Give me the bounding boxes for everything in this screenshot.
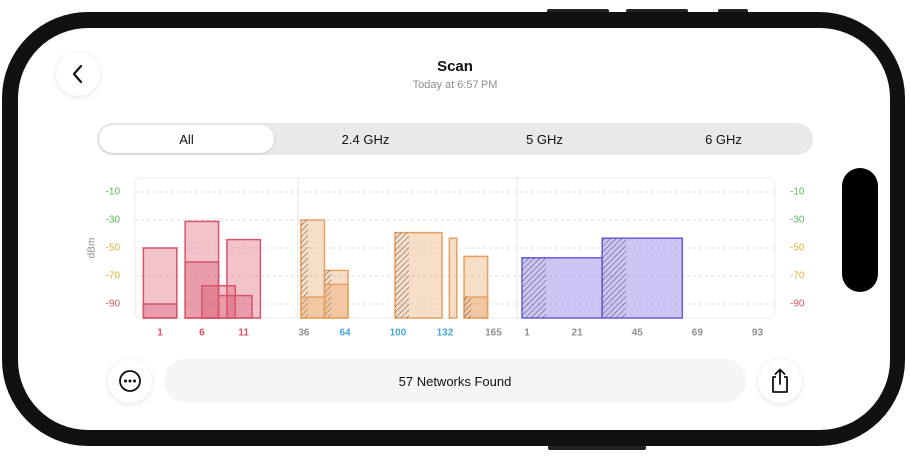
network-hatch xyxy=(324,270,332,318)
x-tick-label: 11 xyxy=(238,328,249,339)
side-button xyxy=(626,9,688,14)
side-button xyxy=(718,9,748,14)
network-hatch xyxy=(300,220,308,318)
back-icon xyxy=(72,64,83,84)
x-tick-label: 1 xyxy=(524,328,530,339)
x-tick-label: 93 xyxy=(752,328,764,339)
tab[interactable]: 5 GHz xyxy=(526,131,563,147)
x-tick-label: 36 xyxy=(298,328,310,339)
x-tick-label: 45 xyxy=(632,328,644,339)
side-button xyxy=(547,9,609,14)
network-bar xyxy=(323,283,349,319)
more-icon xyxy=(119,370,141,392)
network-bar xyxy=(142,303,178,319)
y-tick-label: -10 xyxy=(106,187,121,198)
share-button[interactable] xyxy=(758,359,802,403)
y-tick-label: -30 xyxy=(106,215,121,226)
share-icon xyxy=(772,368,788,393)
subtitle: Today at 6:57 PM xyxy=(412,79,498,91)
x-tick-label: 69 xyxy=(692,328,704,339)
y-tick-label: -70 xyxy=(106,271,121,282)
status-pill: 57 Networks Found xyxy=(164,359,746,403)
y-tick-label: -90 xyxy=(790,299,805,310)
tab-bar: All 2.4 GHz 5 GHz 6 GHz xyxy=(97,123,813,155)
y-axis-label: dBm xyxy=(87,238,98,259)
y-tick-label: -50 xyxy=(790,243,805,254)
dynamic-island xyxy=(842,168,878,292)
x-tick-label: 132 xyxy=(437,328,454,339)
y-tick-label: -50 xyxy=(106,243,121,254)
x-tick-label: 6 xyxy=(199,328,205,339)
network-bar xyxy=(226,238,262,319)
tab[interactable]: 2.4 GHz xyxy=(341,131,390,147)
y-tick-label: -30 xyxy=(790,215,805,226)
x-tick-label: 165 xyxy=(485,328,502,339)
network-bar xyxy=(448,237,458,319)
tab[interactable]: 6 GHz xyxy=(705,131,742,147)
title: Scan xyxy=(437,58,473,75)
back-button[interactable] xyxy=(56,52,100,96)
x-tick-label: 100 xyxy=(390,328,407,339)
status-text: 57 Networks Found xyxy=(398,373,512,389)
y-tick-label: -10 xyxy=(790,187,805,198)
side-button xyxy=(548,445,646,450)
network-hatch xyxy=(602,238,627,318)
tab[interactable]: All xyxy=(99,125,274,153)
y-tick-label: -70 xyxy=(790,271,805,282)
x-tick-label: 64 xyxy=(339,328,351,339)
network-hatch xyxy=(395,232,410,318)
network-hatch xyxy=(464,297,472,318)
x-tick-label: 1 xyxy=(157,328,163,339)
y-tick-label: -90 xyxy=(106,299,121,310)
more-button[interactable] xyxy=(108,359,152,403)
network-hatch xyxy=(522,257,547,318)
network-bar xyxy=(300,296,326,319)
x-tick-label: 21 xyxy=(572,328,584,339)
